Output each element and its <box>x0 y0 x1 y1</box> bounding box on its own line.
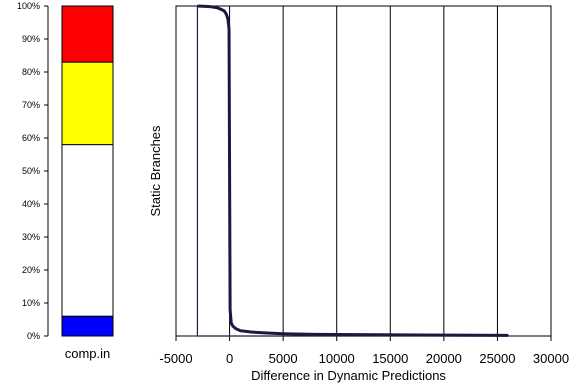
bar-segment <box>62 145 113 317</box>
y-tick-label: 30% <box>22 232 40 242</box>
distribution-chart: -5000 0 5000 10000 15000 20000 25000 30000 Diffe… <box>148 6 569 383</box>
x-tick-label: 0 <box>226 351 233 366</box>
y-tick-label: 70% <box>22 100 40 110</box>
stacked-bar-chart: 0% 10% 20% 30% 40% 50% 60% 70% 80% 90% 100% comp.in <box>17 1 113 361</box>
y-tick-label: 80% <box>22 67 40 77</box>
y-tick-label: 90% <box>22 34 40 44</box>
y-tick-label: 100% <box>17 1 40 11</box>
bar-segment <box>62 6 113 62</box>
x-tick-label: 25000 <box>479 351 515 366</box>
category-label: comp.in <box>65 346 111 361</box>
distribution-line <box>197 6 508 335</box>
x-tick-label: 10000 <box>319 351 355 366</box>
y-tick-label: 10% <box>22 298 40 308</box>
bar-segment <box>62 316 113 336</box>
y-tick-label: 20% <box>22 265 40 275</box>
y-tick-label: 0% <box>27 331 40 341</box>
y-tick-label: 60% <box>22 133 40 143</box>
bar-segment <box>62 62 113 145</box>
distribution-curve <box>197 6 508 336</box>
plot-frame <box>176 6 551 336</box>
x-axis-label: Difference in Dynamic Predictions <box>251 368 446 383</box>
x-tick-label: 20000 <box>426 351 462 366</box>
y-tick-label: 50% <box>22 166 40 176</box>
x-tick-label: -5000 <box>159 351 192 366</box>
x-tick-label: 5000 <box>269 351 298 366</box>
x-tick-label: 15000 <box>372 351 408 366</box>
x-tick-label: 30000 <box>533 351 569 366</box>
y-tick-label: 40% <box>22 199 40 209</box>
y-axis-label: Static Branches <box>148 125 163 217</box>
